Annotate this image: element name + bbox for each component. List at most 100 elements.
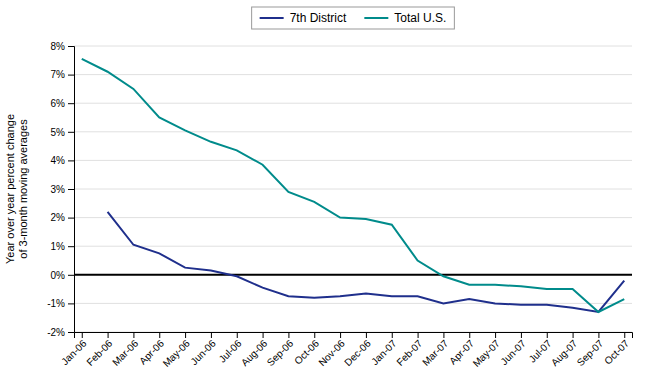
y-tick-label: 4% [51, 155, 66, 166]
x-tick-mark [366, 332, 367, 338]
x-tick: Aug-06 [239, 332, 270, 368]
x-tick-mark [469, 332, 470, 338]
y-axis-line [68, 47, 75, 333]
x-tick-mark [288, 332, 289, 338]
x-tick-mark [624, 332, 625, 338]
y-tick: 0% [51, 270, 74, 281]
x-tick-label: Feb-07 [394, 337, 424, 367]
y-tick: 4% [51, 155, 74, 166]
y-tick-mark [68, 218, 74, 219]
x-tick-label: Jan-06 [59, 337, 89, 367]
x-tick-label: Mar-06 [110, 337, 140, 367]
x-tick: Nov-06 [316, 332, 347, 368]
x-tick-mark [598, 332, 599, 338]
x-tick-label: Oct-07 [602, 337, 631, 366]
x-tick-mark [211, 332, 212, 338]
lines [82, 59, 625, 312]
x-tick: Feb-07 [394, 332, 424, 368]
legend-label: Total U.S. [394, 11, 446, 25]
y-tick-mark [68, 275, 74, 276]
y-tick-label: 3% [51, 184, 66, 195]
y-tick: 1% [51, 241, 74, 252]
y-tick-mark [68, 103, 74, 104]
x-tick-label: Aug-06 [239, 337, 270, 368]
x-tick: May-07 [471, 332, 503, 369]
legend-box [252, 7, 455, 29]
y-tick-mark [68, 75, 74, 76]
grid [74, 46, 632, 332]
y-axis-title-line: of 3-month moving averages [17, 119, 29, 259]
x-tick-mark [263, 332, 264, 338]
legend-item: 7th District [260, 11, 347, 25]
x-tick-mark [82, 332, 83, 338]
x-tick: Sep-07 [575, 332, 606, 368]
legend-label: 7th District [290, 11, 347, 25]
y-tick-mark [68, 303, 74, 304]
y-tick-label: 6% [51, 98, 66, 109]
x-tick-label: May-07 [471, 337, 503, 369]
x-axis-line [75, 333, 633, 339]
grid-line [74, 74, 632, 75]
y-tick-mark [68, 160, 74, 161]
legend-swatch [364, 17, 388, 19]
x-tick: May-06 [161, 332, 193, 369]
x-tick-label: Mar-07 [420, 337, 450, 367]
x-tick: Jan-07 [369, 332, 399, 367]
y-tick-mark [68, 132, 74, 133]
x-tick: Aug-07 [549, 332, 580, 368]
grid-line [74, 160, 632, 161]
x-tick-mark [108, 332, 109, 338]
series-line [108, 212, 625, 312]
legend-item: Total U.S. [364, 11, 446, 25]
x-tick-mark [521, 332, 522, 338]
legend-swatch [260, 17, 284, 19]
x-tick-mark [237, 332, 238, 338]
y-tick-mark [68, 189, 74, 190]
series-line [82, 59, 625, 312]
x-axis: Jan-06Feb-06Mar-06Apr-06May-06Jun-06Jul-… [59, 332, 632, 369]
y-tick: 8% [51, 41, 74, 52]
x-tick-label: Dec-06 [342, 337, 373, 368]
y-tick: 7% [51, 69, 74, 80]
x-tick-mark [418, 332, 419, 338]
y-tick-label: 1% [51, 241, 66, 252]
y-tick: -1% [47, 298, 74, 309]
zero-line [74, 274, 632, 276]
chart: Jan-06Feb-06Mar-06Apr-06May-06Jun-06Jul-… [0, 0, 650, 388]
x-tick: Sep-06 [265, 332, 296, 368]
grid-line [74, 46, 632, 47]
x-tick: Mar-06 [110, 332, 140, 368]
x-tick-mark [495, 332, 496, 338]
plot: Jan-06Feb-06Mar-06Apr-06May-06Jun-06Jul-… [47, 41, 632, 369]
x-tick: Dec-06 [342, 332, 373, 368]
y-tick: -2% [47, 327, 74, 338]
x-tick-mark [314, 332, 315, 338]
x-tick-mark [547, 332, 548, 338]
x-tick-mark [159, 332, 160, 338]
y-tick-label: 2% [51, 212, 66, 223]
x-tick-label: May-06 [161, 337, 193, 369]
x-tick-label: Sep-07 [575, 337, 606, 368]
y-tick: 3% [51, 184, 74, 195]
y-tick-mark [68, 46, 74, 47]
x-tick-label: Jun-06 [188, 337, 218, 367]
y-tick: 6% [51, 98, 74, 109]
x-tick: Jun-06 [188, 332, 218, 367]
x-tick-label: Jan-07 [369, 337, 399, 367]
x-tick: Mar-07 [420, 332, 450, 368]
grid-line [74, 246, 632, 247]
y-tick-label: 7% [51, 69, 66, 80]
y-tick-label: 5% [51, 127, 66, 138]
x-tick-label: Jun-07 [498, 337, 528, 367]
x-tick-label: Sep-06 [265, 337, 296, 368]
y-tick-label: -1% [47, 298, 65, 309]
x-tick-mark [340, 332, 341, 338]
y-tick-label: 8% [51, 41, 66, 52]
y-axis-title: Year over year percent changeof 3-month … [4, 114, 29, 264]
y-tick-mark [68, 246, 74, 247]
x-tick-label: Nov-06 [316, 337, 347, 368]
x-tick-label: Aug-07 [549, 337, 580, 368]
x-tick-mark [443, 332, 444, 338]
y-axis: -2% -1% 0% 1% 2% 3% 4% 5% 6% 7% 8% [47, 41, 74, 338]
x-tick-mark [185, 332, 186, 338]
